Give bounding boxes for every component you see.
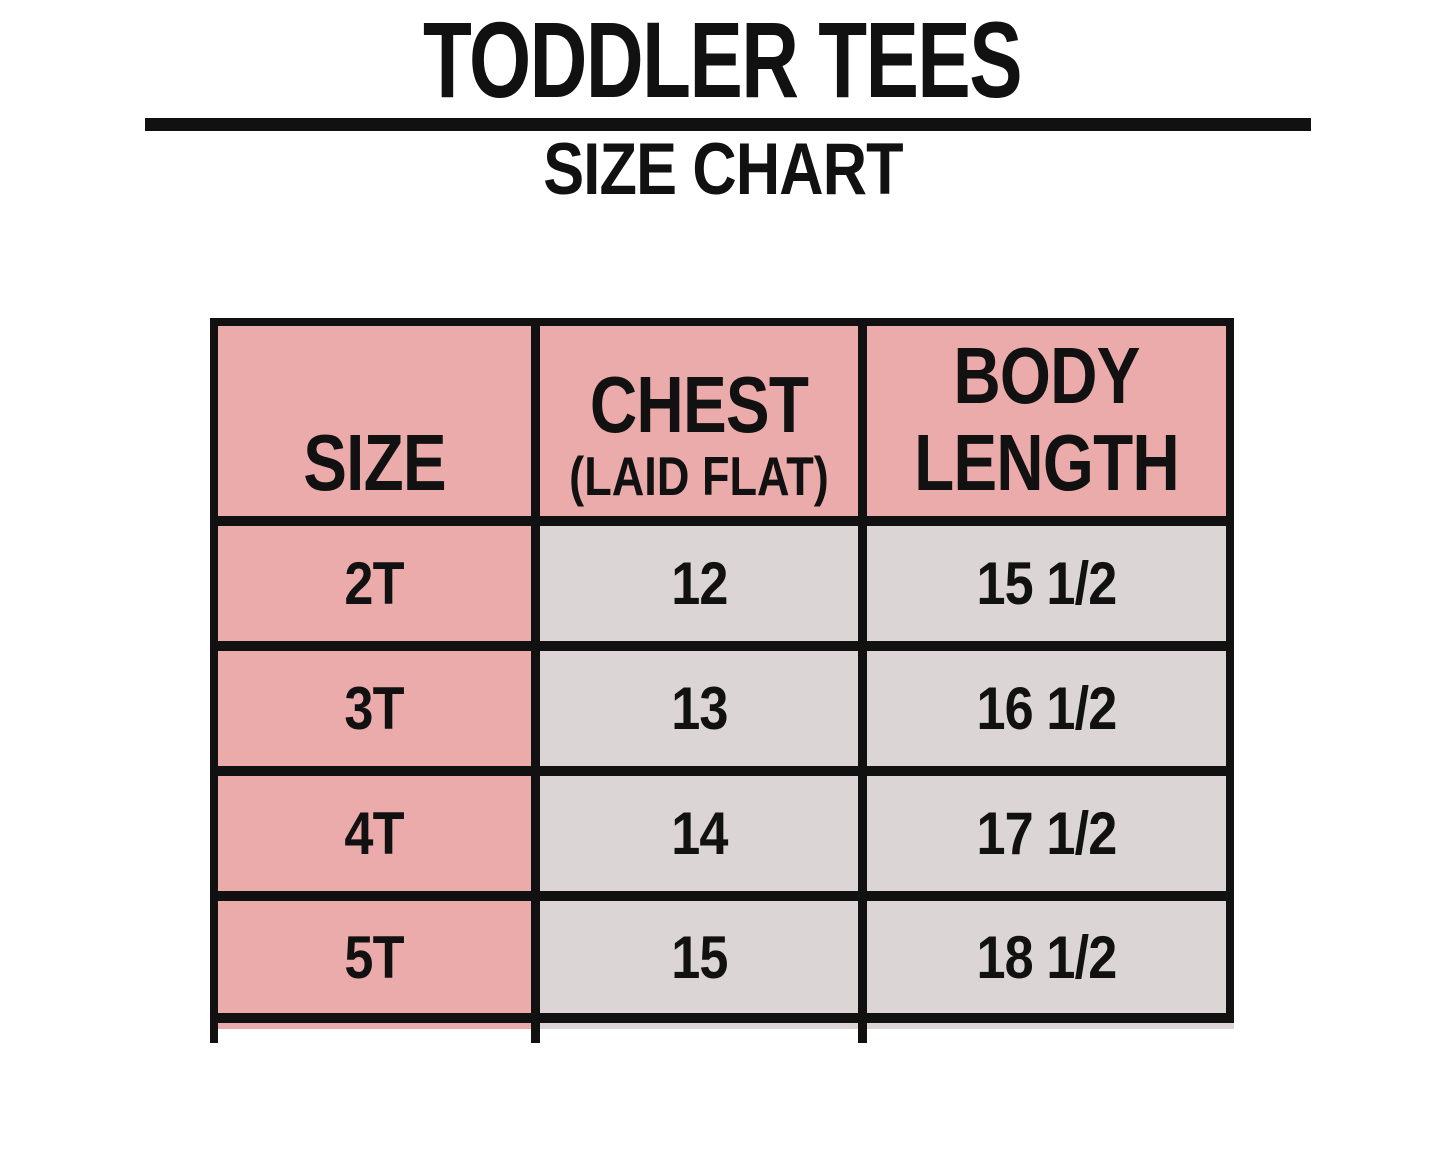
cropped-chest-cell [531,1023,858,1043]
table-row-3t: 3T 13 16 1/2 [210,651,1234,776]
page-title-text: TODDLER TEES [423,0,1022,120]
size-cell: 2T [210,526,531,641]
title-divider-rule [145,118,1311,131]
header-body-length-label: BODY LENGTH [914,331,1180,507]
size-cell: 3T [210,651,531,766]
chest-cell: 14 [531,776,858,891]
cropped-partial-row [210,1023,1234,1043]
body-length-cell: 18 1/2 [858,901,1234,1013]
header-chest-label: CHEST [589,359,809,449]
chest-cell: 15 [531,901,858,1013]
header-size-label: SIZE [303,417,446,507]
header-chest-sublabel: (LAID FLAT) [569,445,829,508]
body-length-cell: 15 1/2 [858,526,1234,641]
cropped-size-cell [210,1023,531,1043]
table-row-4t: 4T 14 17 1/2 [210,776,1234,901]
body-length-cell: 16 1/2 [858,651,1234,766]
header-cell-body-length: BODY LENGTH [858,326,1234,516]
chest-cell: 13 [531,651,858,766]
body-length-cell: 17 1/2 [858,776,1234,891]
size-cell: 4T [210,776,531,891]
table-row-2t: 2T 12 15 1/2 [210,526,1234,651]
page-subtitle-text: SIZE CHART [542,129,903,210]
header-cell-chest: CHEST (LAID FLAT) [531,326,858,516]
chest-cell: 12 [531,526,858,641]
header-cell-size: SIZE [210,326,531,516]
size-cell: 5T [210,901,531,1013]
size-chart-table: SIZE CHEST (LAID FLAT) BODY LENGTH 2T 12… [210,318,1234,1043]
page-title: TODDLER TEES [0,6,1445,114]
table-header-row: SIZE CHEST (LAID FLAT) BODY LENGTH [210,318,1234,526]
page-subtitle: SIZE CHART [0,133,1445,206]
cropped-body-length-cell [858,1023,1234,1043]
table-row-5t: 5T 15 18 1/2 [210,901,1234,1023]
